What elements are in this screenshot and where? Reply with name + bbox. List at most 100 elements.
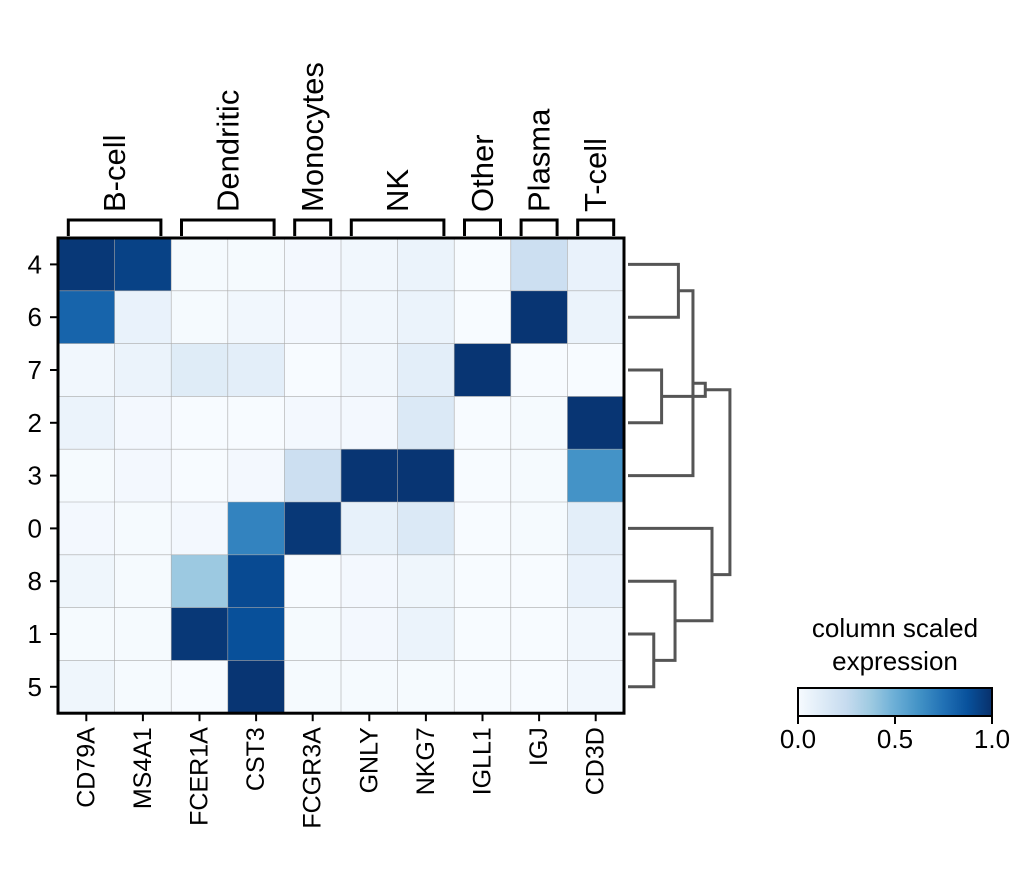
- heatmap-cell: [171, 607, 229, 661]
- heatmap-cell: [171, 502, 229, 556]
- heatmap-cell: [510, 238, 568, 292]
- heatmap-cell: [454, 502, 512, 556]
- dendrogram-link: [628, 262, 680, 319]
- heatmap-cell: [567, 396, 625, 450]
- x-axis-ticks: CD79A MS4A1 FCER1A CST3 FCGR3A GNLY NKG7 IGLL1 I…: [72, 713, 610, 829]
- x-tick-label: IGJ: [525, 727, 553, 766]
- heatmap-cell: [58, 449, 116, 503]
- heatmap-cell: [171, 238, 229, 292]
- heatmap-cell: [341, 660, 399, 714]
- heatmap-cell: [454, 396, 512, 450]
- group-label: B-cell: [97, 134, 132, 212]
- heatmap-cell: [341, 396, 399, 450]
- x-tick-label: NKG7: [412, 727, 440, 795]
- heatmap-cell: [454, 449, 512, 503]
- heatmap-cell: [227, 343, 285, 397]
- heatmap-cell: [114, 660, 172, 714]
- heatmap-cell: [58, 554, 116, 609]
- x-tick-label: FCGR3A: [299, 727, 327, 829]
- x-tick-label: CD3D: [582, 727, 610, 795]
- y-tick-label: 8: [28, 566, 42, 596]
- group-bracket: [576, 218, 616, 236]
- heatmap-cell: [567, 238, 625, 292]
- colorbar-title-line-2: expression: [832, 646, 958, 676]
- heatmap-cell: [284, 343, 342, 397]
- heatmap-cell: [171, 290, 229, 345]
- heatmap-cell: [114, 607, 172, 661]
- heatmap-cell: [284, 660, 342, 714]
- group-label: Dendritic: [210, 90, 245, 212]
- heatmap-cell: [567, 502, 625, 556]
- heatmap-cell: [58, 290, 116, 345]
- heatmap-cell: [454, 554, 512, 609]
- heatmap-cells: [58, 238, 625, 714]
- heatmap-cell: [58, 660, 116, 714]
- heatmap-cell: [227, 554, 285, 609]
- heatmap-cell: [58, 396, 116, 450]
- heatmap-cell: [397, 502, 455, 556]
- heatmap-cell: [58, 607, 116, 661]
- heatmap-cell: [114, 396, 172, 450]
- heatmap-cell: [341, 449, 399, 503]
- heatmap-cell: [171, 554, 229, 609]
- heatmap-cell: [397, 660, 455, 714]
- group-bracket: [349, 218, 446, 236]
- heatmap-cell: [114, 290, 172, 345]
- colorbar: column scaled expression 0.0 0.5 1.0: [780, 613, 1010, 754]
- y-tick-label: 0: [28, 513, 42, 543]
- heatmap-cell: [341, 238, 399, 292]
- heatmap-cell: [341, 290, 399, 345]
- heatmap-cell: [227, 607, 285, 661]
- heatmap-cell: [284, 607, 342, 661]
- heatmap-cell: [567, 554, 625, 609]
- x-tick-label: FCER1A: [186, 727, 214, 826]
- heatmap-cell: [171, 396, 229, 450]
- heatmap-cell: [341, 554, 399, 609]
- group-bracket: [463, 218, 502, 236]
- heatmap-cell: [397, 449, 455, 503]
- heatmap-cell: [341, 502, 399, 556]
- row-dendrogram: [628, 262, 732, 689]
- colorbar-ticks: 0.0 0.5 1.0: [780, 716, 1010, 754]
- y-tick-label: 3: [28, 461, 42, 491]
- heatmap-cell: [284, 449, 342, 503]
- heatmap-cell: [284, 554, 342, 609]
- y-tick-label: 7: [28, 355, 42, 385]
- dendrogram-link: [628, 526, 714, 623]
- dendrogram-link: [628, 368, 664, 425]
- group-bracket: [519, 218, 559, 236]
- group-label: T-cell: [578, 138, 613, 212]
- heatmap-cell: [454, 660, 512, 714]
- colorbar-title-line-1: column scaled: [812, 613, 978, 643]
- heatmap-cell: [567, 290, 625, 345]
- heatmap-cell: [227, 396, 285, 450]
- dendrogram-link: [628, 579, 677, 662]
- colorbar-tick-label: 0.5: [877, 724, 913, 754]
- heatmap-cell: [567, 660, 625, 714]
- y-tick-label: 5: [28, 672, 42, 702]
- heatmap-cell: [510, 290, 568, 345]
- heatmap-cell: [397, 290, 455, 345]
- y-axis-ticks: 4 6 7 2 3 0 8 1 5: [28, 249, 58, 702]
- heatmap-cell: [227, 502, 285, 556]
- heatmap-cell: [114, 554, 172, 609]
- group-label: Plasma: [522, 108, 557, 212]
- heatmap-cell: [171, 449, 229, 503]
- heatmap-cell: [397, 343, 455, 397]
- colorbar-tick-label: 0.0: [780, 724, 816, 754]
- heatmap-cell: [454, 607, 512, 661]
- heatmap-cell: [284, 502, 342, 556]
- y-tick-label: 1: [28, 619, 42, 649]
- dendrogram-link: [705, 388, 732, 577]
- y-tick-label: 4: [28, 249, 42, 279]
- heatmap-cell: [114, 449, 172, 503]
- heatmap-cell: [58, 502, 116, 556]
- heatmap-cell: [114, 502, 172, 556]
- heatmap-cell: [171, 660, 229, 714]
- heatmap-cell: [510, 343, 568, 397]
- heatmap-cell: [114, 238, 172, 292]
- y-tick-label: 2: [28, 408, 42, 438]
- heatmap-cell: [510, 660, 568, 714]
- heatmap-cell: [284, 290, 342, 345]
